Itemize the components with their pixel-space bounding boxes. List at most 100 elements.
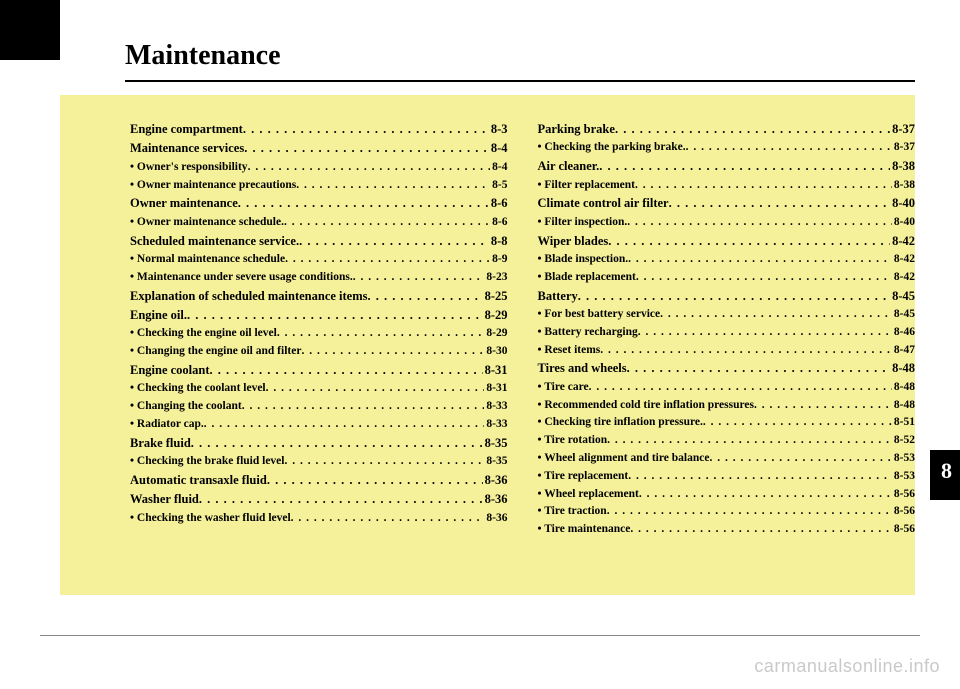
- toc-page: 8-31: [483, 361, 508, 380]
- toc-leader: [353, 269, 485, 287]
- toc-subentry: • Normal maintenance schedule 8-9: [130, 251, 508, 269]
- toc-page: 8-36: [484, 510, 507, 528]
- toc-page: 8-33: [484, 416, 507, 434]
- toc-label: • Normal maintenance schedule: [130, 251, 285, 269]
- toc-label: • Owner's responsibility: [130, 159, 248, 177]
- toc-subentry: • Maintenance under severe usage conditi…: [130, 269, 508, 287]
- toc-leader: [187, 306, 483, 325]
- toc-subentry: • Checking the engine oil level 8-29: [130, 325, 508, 343]
- toc-leader: [660, 306, 892, 324]
- toc-label: • Wheel replacement: [538, 486, 639, 504]
- toc-content: Engine compartment 8-3Maintenance servic…: [60, 95, 915, 595]
- toc-leader: [277, 325, 485, 343]
- toc-subentry: • Recommended cold tire inflation pressu…: [538, 397, 916, 415]
- toc-label: • Blade replacement: [538, 269, 636, 287]
- toc-entry: Climate control air filter 8-40: [538, 194, 916, 213]
- toc-subentry: • Checking the coolant level 8-31: [130, 380, 508, 398]
- toc-leader: [244, 139, 489, 158]
- toc-page: 8-46: [892, 324, 915, 342]
- toc-label: • For best battery service: [538, 306, 661, 324]
- toc-column-right: Parking brake 8-37• Checking the parking…: [538, 120, 916, 570]
- toc-label: • Checking the brake fluid level: [130, 453, 285, 471]
- toc-page: 8-33: [484, 398, 507, 416]
- toc-label: • Maintenance under severe usage conditi…: [130, 269, 353, 287]
- watermark-text: carmanualsonline.info: [754, 656, 940, 677]
- toc-page: 8-38: [892, 177, 915, 195]
- toc-entry: Engine compartment 8-3: [130, 120, 508, 139]
- toc-entry: Automatic transaxle fluid 8-36: [130, 471, 508, 490]
- toc-label: • Checking the coolant level: [130, 380, 266, 398]
- toc-subentry: • Checking the brake fluid level 8-35: [130, 453, 508, 471]
- toc-label: Explanation of scheduled maintenance ite…: [130, 287, 368, 306]
- toc-leader: [267, 471, 483, 490]
- toc-leader: [628, 251, 892, 269]
- toc-label: • Checking the parking brake.: [538, 139, 686, 157]
- toc-subentry: • Battery recharging 8-46: [538, 324, 916, 342]
- toc-entry: Engine oil. 8-29: [130, 306, 508, 325]
- toc-entry: Wiper blades 8-42: [538, 232, 916, 251]
- toc-leader: [285, 251, 490, 269]
- toc-page: 8-38: [890, 157, 915, 176]
- toc-leader: [199, 490, 483, 509]
- toc-page: 8-51: [892, 414, 915, 432]
- toc-entry: Engine coolant 8-31: [130, 361, 508, 380]
- toc-page: 8-56: [892, 503, 915, 521]
- toc-page: 8-37: [892, 139, 915, 157]
- toc-label: • Radiator cap.: [130, 416, 204, 434]
- toc-label: • Changing the engine oil and filter: [130, 343, 301, 361]
- toc-leader: [686, 139, 892, 157]
- toc-subentry: • Blade inspection. 8-42: [538, 251, 916, 269]
- toc-leader: [627, 359, 890, 378]
- toc-leader: [628, 468, 892, 486]
- toc-page: 8-23: [484, 269, 507, 287]
- toc-page: 8-36: [483, 471, 508, 490]
- toc-label: Automatic transaxle fluid: [130, 471, 267, 490]
- toc-entry: Maintenance services 8-4: [130, 139, 508, 158]
- toc-page: 8-48: [892, 397, 915, 415]
- toc-column-left: Engine compartment 8-3Maintenance servic…: [130, 120, 508, 570]
- toc-page: 8-29: [483, 306, 508, 325]
- toc-page: 8-56: [892, 486, 915, 504]
- toc-leader: [578, 287, 890, 306]
- toc-page: 8-52: [892, 432, 915, 450]
- toc-subentry: • Owner maintenance schedule. 8-6: [130, 214, 508, 232]
- toc-label: • Filter inspection.: [538, 214, 628, 232]
- corner-block: [0, 0, 60, 60]
- toc-leader: [266, 380, 485, 398]
- toc-leader: [669, 194, 890, 213]
- toc-page: 8-6: [489, 194, 508, 213]
- toc-label: Engine compartment: [130, 120, 243, 139]
- toc-leader: [589, 379, 892, 397]
- toc-leader: [709, 450, 891, 468]
- toc-page: 8-9: [490, 251, 507, 269]
- toc-subentry: • Wheel alignment and tire balance 8-53: [538, 450, 916, 468]
- toc-page: 8-42: [892, 269, 915, 287]
- toc-label: • Owner maintenance precautions: [130, 177, 296, 195]
- toc-label: Brake fluid: [130, 434, 191, 453]
- toc-label: Climate control air filter: [538, 194, 669, 213]
- toc-page: 8-5: [490, 177, 507, 195]
- toc-subentry: • Radiator cap. 8-33: [130, 416, 508, 434]
- toc-page: 8-56: [892, 521, 915, 539]
- toc-leader: [639, 486, 892, 504]
- toc-leader: [615, 120, 890, 139]
- toc-page: 8-4: [490, 159, 507, 177]
- toc-page: 8-45: [892, 306, 915, 324]
- toc-entry: Owner maintenance 8-6: [130, 194, 508, 213]
- toc-leader: [368, 287, 483, 306]
- toc-subentry: • Changing the engine oil and filter 8-3…: [130, 343, 508, 361]
- toc-label: Battery: [538, 287, 578, 306]
- toc-page: 8-3: [489, 120, 508, 139]
- toc-page: 8-48: [890, 359, 915, 378]
- toc-page: 8-53: [892, 468, 915, 486]
- toc-subentry: • Wheel replacement 8-56: [538, 486, 916, 504]
- toc-leader: [627, 214, 892, 232]
- toc-leader: [607, 503, 892, 521]
- toc-page: 8-40: [890, 194, 915, 213]
- toc-leader: [248, 159, 491, 177]
- toc-label: • Changing the coolant: [130, 398, 242, 416]
- toc-label: Wiper blades: [538, 232, 609, 251]
- toc-page: 8-40: [892, 214, 915, 232]
- toc-page: 8-6: [490, 214, 507, 232]
- toc-leader: [636, 269, 892, 287]
